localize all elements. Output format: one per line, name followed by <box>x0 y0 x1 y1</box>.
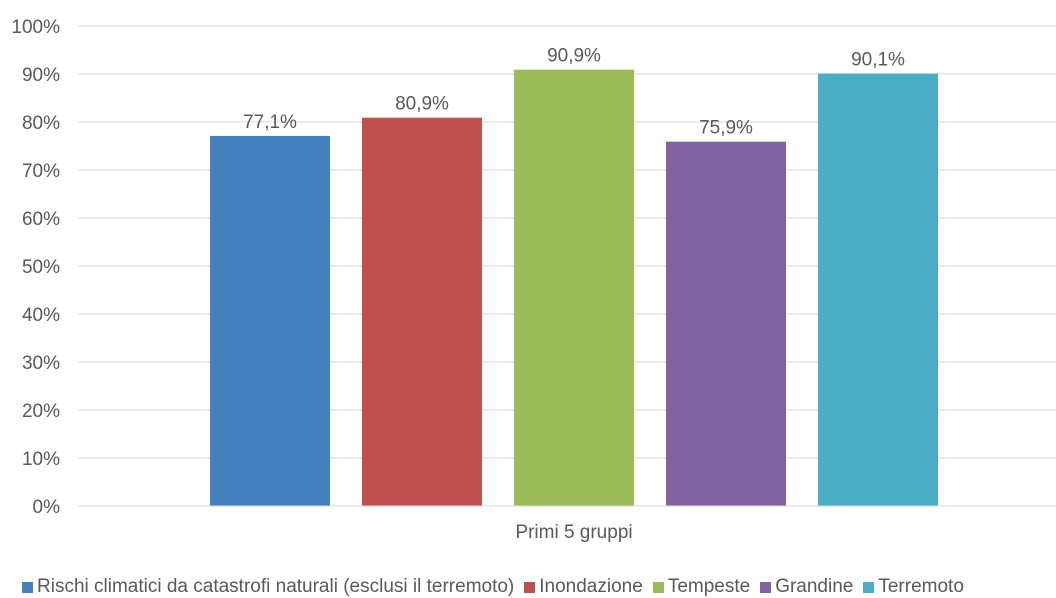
legend-label: Inondazione <box>539 576 643 597</box>
y-tick-label: 40% <box>22 305 60 326</box>
legend-label: Grandine <box>775 576 854 597</box>
y-tick-label: 60% <box>22 209 60 230</box>
y-tick-label: 30% <box>22 353 60 374</box>
bar-data-label: 90,9% <box>547 46 601 67</box>
legend-label: Terremoto <box>878 576 964 597</box>
bar-chart: 0% 10% 20% 30% 40% 50% 60% 70% 80% 90% 100% 77,1% 8… <box>11 17 1056 543</box>
bar-data-label: 75,9% <box>699 118 753 139</box>
y-axis-ticks: 0% 10% 20% 30% 40% 50% 60% 70% 80% 90% 100% <box>11 17 60 518</box>
bar-2 <box>362 117 482 507</box>
legend-swatch <box>760 581 772 593</box>
bar-data-label: 90,1% <box>851 50 905 71</box>
y-tick-label: 50% <box>22 257 60 278</box>
y-tick-label: 90% <box>22 65 60 86</box>
bar-data-labels: 77,1% 80,9% 90,9% 75,9% 90,1% <box>243 46 905 139</box>
legend-item: Rischi climatici da catastrofi naturali … <box>22 576 514 598</box>
y-tick-label: 70% <box>22 161 60 182</box>
bar-5 <box>818 73 938 507</box>
bar-data-label: 80,9% <box>395 94 449 115</box>
bars <box>210 69 938 507</box>
bar-3 <box>514 69 634 507</box>
y-tick-label: 100% <box>11 17 60 38</box>
legend-item: Terremoto <box>863 576 964 598</box>
y-tick-label: 0% <box>33 497 61 518</box>
y-tick-label: 10% <box>22 449 60 470</box>
y-tick-label: 80% <box>22 113 60 134</box>
legend-swatch <box>652 581 664 593</box>
legend-swatch <box>22 581 33 593</box>
legend-swatch <box>863 581 875 593</box>
bar-data-label: 77,1% <box>243 112 297 133</box>
legend-item: Tempeste <box>652 576 751 598</box>
legend: Rischi climatici da catastrofi naturali … <box>22 576 974 598</box>
legend-label: Tempeste <box>667 576 751 597</box>
x-category-label: Primi 5 gruppi <box>515 522 632 543</box>
legend-swatch <box>524 581 536 593</box>
bar-4 <box>666 141 786 506</box>
y-tick-label: 20% <box>22 401 60 422</box>
legend-item: Inondazione <box>524 576 643 598</box>
bar-1 <box>210 135 330 507</box>
legend-item: Grandine <box>760 576 853 598</box>
legend-label: Rischi climatici da catastrofi naturali … <box>37 576 515 597</box>
